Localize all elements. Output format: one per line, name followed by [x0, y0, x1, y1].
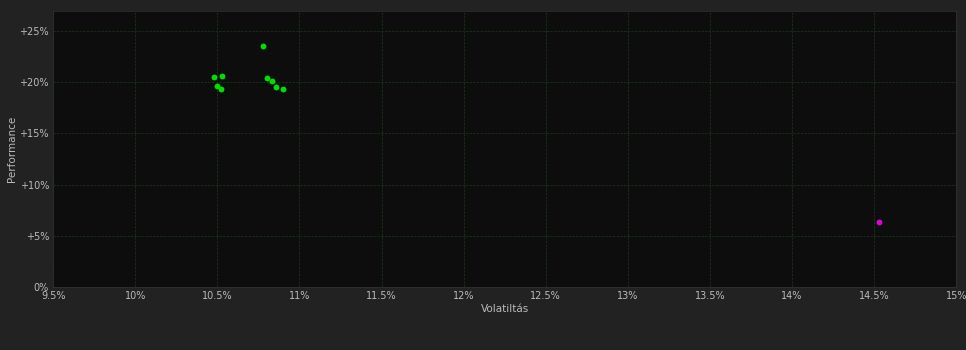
Y-axis label: Performance: Performance — [7, 116, 16, 182]
Point — [213, 86, 228, 92]
Point — [207, 74, 222, 80]
Point — [269, 84, 284, 90]
Point — [275, 86, 291, 92]
Point — [259, 75, 274, 81]
Point — [214, 73, 230, 79]
Point — [264, 78, 279, 84]
X-axis label: Volatiltás: Volatiltás — [481, 304, 528, 314]
Point — [256, 43, 271, 49]
Point — [210, 84, 225, 89]
Point — [871, 220, 887, 225]
